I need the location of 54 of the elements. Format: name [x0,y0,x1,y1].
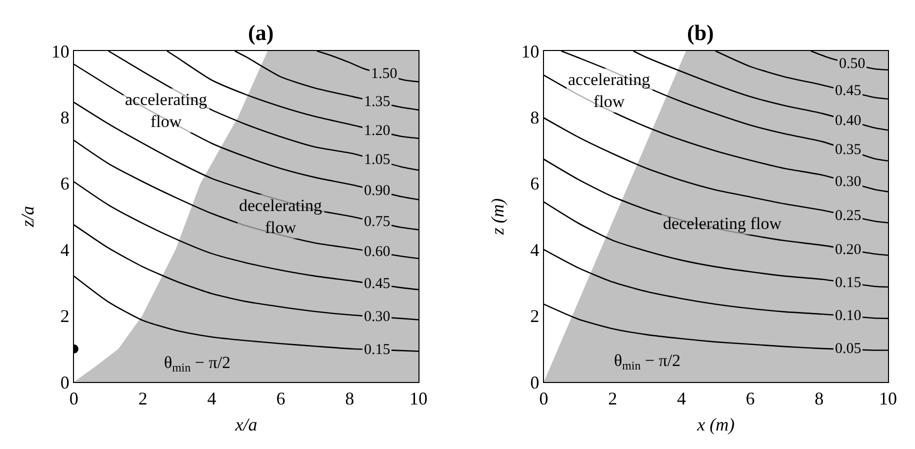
x-tick-label: 2 [608,388,618,409]
x-tick-label: 8 [814,388,824,409]
x-tick-label: 4 [207,388,216,409]
series-label: 1.50 [371,66,398,82]
series-label: 0.15 [835,275,862,291]
x-tick-label: 8 [345,388,354,409]
annotation: θ$_{min}$ − π/2 [164,353,231,375]
y-tick-label: 10 [521,41,540,62]
y-tick-label: 4 [530,240,540,260]
y-tick-label: 2 [530,306,540,326]
y-axis-title: z/a [18,206,38,228]
series-label: 0.15 [364,342,390,358]
y-tick-label: 0 [530,372,540,392]
series-label: 0.45 [364,276,390,292]
series-label: 1.05 [364,152,390,168]
y-tick-label: 2 [60,306,70,326]
y-tick-label: 8 [60,108,70,128]
annotation: decelerating flow [663,214,782,233]
series-label: 0.30 [364,309,390,325]
series-label: 0.90 [364,183,390,199]
series-label: 0.30 [835,174,862,190]
series-label: 0.25 [835,208,862,224]
series-label: 0.20 [835,242,862,258]
x-tick-label: 10 [410,388,428,409]
chart-title: (a) [248,20,274,45]
series-label: 1.20 [364,123,390,139]
y-tick-label: 8 [530,108,540,128]
annotation: θ$_{min}$ − π/2 [614,351,681,373]
series-label: 0.10 [835,308,862,324]
x-tick-label: 4 [676,388,686,409]
x-tick-label: 6 [276,388,286,409]
annotation: decelerating flow [239,196,323,238]
series-label: 0.60 [364,244,390,260]
x-axis-title: x/a [234,414,258,435]
y-tick-label: 6 [530,174,540,194]
series-label: 0.50 [839,56,866,72]
series-label: 1.35 [364,94,390,110]
series-label: 0.05 [835,341,862,357]
series-label: 0.45 [835,83,862,99]
series-label: 0.35 [835,142,862,158]
series-label: 0.75 [364,214,390,230]
annotation: accelerating flow [568,70,651,112]
x-tick-label: 2 [138,388,148,409]
y-tick-label: 10 [51,41,70,62]
series-label: 0.40 [835,113,862,129]
annotation: accelerating flow [125,90,208,132]
y-tick-label: 4 [60,240,70,260]
y-tick-label: 0 [60,372,70,392]
x-tick-label: 6 [746,388,755,409]
y-tick-label: 6 [60,174,70,194]
x-axis-title: x (m) [696,414,735,435]
x-tick-label: 10 [878,388,897,409]
y-axis-title: z (m) [487,198,508,236]
chart-title: (b) [687,20,714,45]
